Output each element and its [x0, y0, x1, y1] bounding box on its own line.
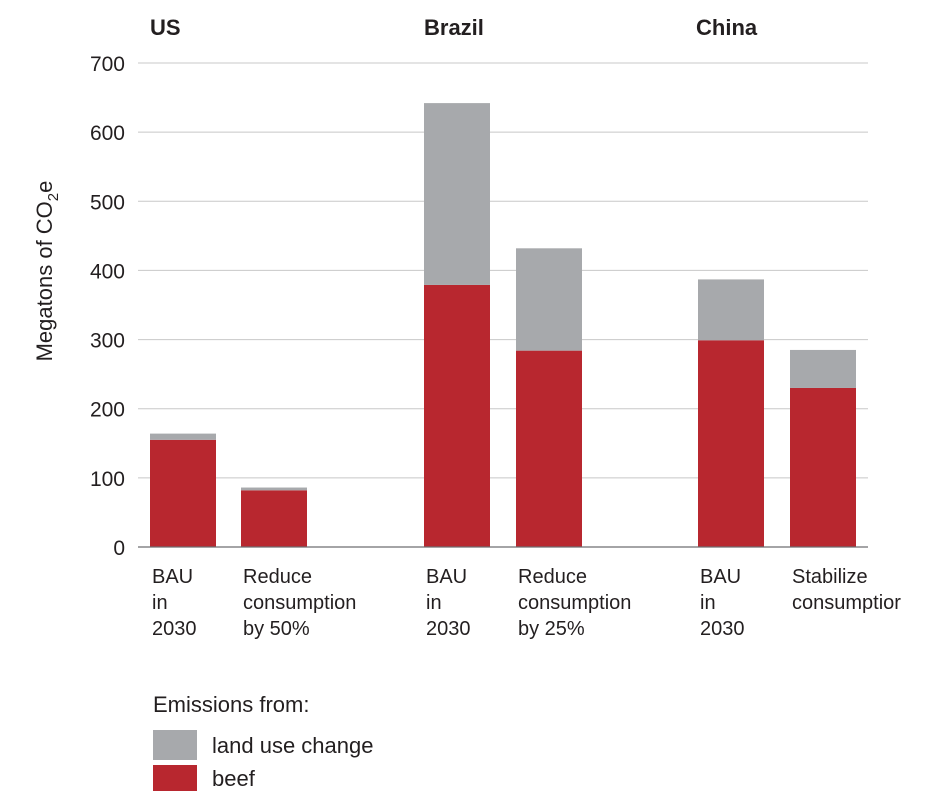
y-tick-label: 600: [90, 122, 125, 145]
category-label: BAU in 2030: [152, 566, 197, 640]
bar-segment-beef: [150, 439, 216, 547]
legend-title: Emissions from:: [153, 692, 309, 717]
bar-segment-land-use-change: [698, 279, 764, 341]
category-label: Stabilize consumptior: [792, 566, 901, 614]
category-label-line: in: [426, 592, 442, 614]
y-tick-label: 400: [90, 260, 125, 283]
category-label: BAU in 2030: [700, 566, 745, 640]
y-axis-label-tail: e: [32, 181, 57, 193]
y-tick-label: 500: [90, 191, 125, 214]
y-axis-label-main: Megatons of CO: [32, 201, 57, 361]
group-label: China: [696, 15, 758, 40]
category-label: Reduce consumption by 25%: [518, 566, 631, 640]
bar-segment-land-use-change: [516, 248, 582, 351]
grid-lines: [138, 62, 868, 479]
category-label-line: BAU: [700, 566, 741, 588]
bar-segment-beef: [516, 350, 582, 547]
y-tick-label: 700: [90, 53, 125, 76]
y-tick-label: 300: [90, 330, 125, 353]
category-labels: BAU in 2030 Reduce consumption by 50% BAU in 203…: [152, 566, 901, 640]
bars: [150, 103, 856, 547]
category-label-line: BAU: [152, 566, 193, 588]
y-tick-label: 0: [113, 537, 125, 560]
group-label: US: [150, 15, 181, 40]
category-label-line: in: [152, 592, 168, 614]
category-label-line: Stabilize: [792, 566, 868, 588]
category-label-line: consumption: [518, 592, 631, 614]
category-label-line: consumption: [243, 592, 356, 614]
category-label-line: by 25%: [518, 618, 585, 640]
group-labels: US Brazil China: [150, 15, 758, 40]
legend-swatch-beef: [153, 765, 197, 791]
legend-label-beef: beef: [212, 766, 256, 791]
bar-segment-land-use-change: [790, 349, 856, 388]
legend-swatch-land-use-change: [153, 730, 197, 760]
category-label: Reduce consumption by 50%: [243, 566, 356, 640]
bar-segment-land-use-change: [241, 487, 307, 491]
y-tick-label: 200: [90, 399, 125, 422]
category-label-line: Reduce: [243, 566, 312, 588]
y-axis-label-subscript: 2: [45, 193, 62, 201]
category-label-line: 2030: [700, 618, 745, 640]
category-label-line: consumptior: [792, 592, 901, 614]
bar-segment-beef: [698, 340, 764, 547]
category-label-line: 2030: [426, 618, 471, 640]
y-axis-label: Megatons of CO2e: [32, 181, 62, 362]
legend-label-land-use-change: land use change: [212, 733, 373, 758]
bar-segment-land-use-change: [150, 433, 216, 440]
legend: Emissions from: land use change beef: [153, 692, 373, 791]
category-label: BAU in 2030: [426, 566, 471, 640]
y-tick-label: 100: [90, 468, 125, 491]
bar-segment-beef: [424, 284, 490, 547]
category-label-line: in: [700, 592, 716, 614]
category-label-line: BAU: [426, 566, 467, 588]
category-label-line: by 50%: [243, 618, 310, 640]
bar-segment-land-use-change: [424, 103, 490, 285]
y-tick-labels: 0 100 200 300 400 500 600 700: [90, 53, 125, 560]
group-label: Brazil: [424, 15, 484, 40]
category-label-line: 2030: [152, 618, 197, 640]
category-label-line: Reduce: [518, 566, 587, 588]
bar-segment-beef: [790, 387, 856, 547]
bar-segment-beef: [241, 490, 307, 547]
